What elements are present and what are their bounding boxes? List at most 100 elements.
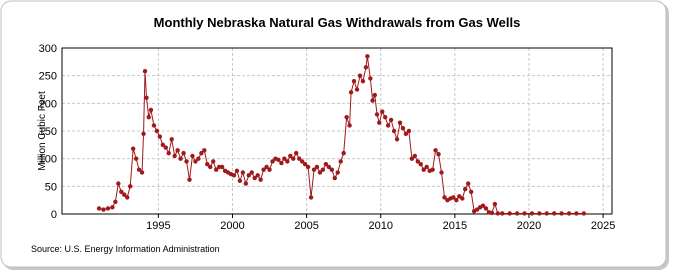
data-point <box>326 164 332 170</box>
data-point <box>544 211 549 216</box>
data-point <box>433 148 438 153</box>
data-point <box>169 137 174 142</box>
data-point <box>406 128 412 134</box>
y-tick-label: 150 <box>39 126 57 138</box>
data-point <box>154 128 160 134</box>
data-point <box>308 195 314 200</box>
data-point <box>249 170 254 175</box>
data-point <box>454 197 459 203</box>
y-tick-label: 250 <box>39 71 57 83</box>
data-point <box>196 156 201 161</box>
data-point <box>403 131 409 136</box>
data-point <box>500 211 505 216</box>
data-point <box>363 65 369 70</box>
data-point <box>522 211 527 216</box>
data-point <box>208 164 213 170</box>
data-point <box>267 167 272 172</box>
data-point <box>246 173 251 178</box>
data-point <box>418 162 423 167</box>
data-point <box>483 206 489 211</box>
frame <box>0 0 667 268</box>
data-point <box>351 79 357 84</box>
data-point <box>391 128 397 134</box>
data-point <box>130 146 136 151</box>
data-point <box>240 170 246 175</box>
data-point <box>344 114 349 120</box>
data-point <box>172 153 177 159</box>
data-point <box>514 211 520 216</box>
data-point <box>122 192 127 197</box>
data-point <box>151 123 157 128</box>
data-point <box>282 156 287 161</box>
data-point <box>323 162 329 167</box>
x-tick-label: 2020 <box>517 220 541 232</box>
data-point <box>105 206 111 211</box>
data-point <box>311 167 317 172</box>
data-point <box>142 69 148 74</box>
data-point <box>394 137 400 142</box>
data-point <box>442 195 447 200</box>
data-point <box>116 181 121 186</box>
data-point <box>338 159 343 164</box>
data-point <box>205 162 210 167</box>
data-point <box>436 152 441 157</box>
data-point <box>255 173 260 178</box>
data-point <box>193 159 198 164</box>
data-point <box>382 114 388 120</box>
data-point <box>299 159 305 164</box>
data-point <box>559 211 564 216</box>
y-tick-label: 100 <box>39 154 57 166</box>
x-tick-label: 1995 <box>146 220 170 232</box>
data-point <box>451 195 456 200</box>
data-point <box>136 167 142 172</box>
y-tick-label: 200 <box>39 98 57 110</box>
data-point <box>219 164 225 170</box>
data-point <box>113 199 118 205</box>
source-note: Source: U.S. Energy Information Administ… <box>31 244 220 254</box>
data-point <box>302 162 308 167</box>
data-point <box>374 112 380 117</box>
data-point <box>175 148 180 153</box>
data-point <box>388 117 394 123</box>
data-point <box>368 76 373 81</box>
data-point <box>332 175 337 181</box>
data-point <box>261 167 266 172</box>
data-point <box>329 167 335 172</box>
data-point <box>415 159 420 164</box>
data-point <box>529 211 535 216</box>
data-point <box>551 211 557 216</box>
data-point <box>421 167 426 172</box>
data-point <box>276 157 281 162</box>
data-point <box>178 156 183 161</box>
data-point <box>566 211 572 216</box>
y-axis-label: Million Cubic Feet <box>37 91 48 171</box>
data-point <box>252 175 257 181</box>
data-point <box>133 156 139 161</box>
data-point <box>141 131 146 136</box>
data-point <box>234 168 240 174</box>
data-point <box>465 181 471 186</box>
y-tick-label: 300 <box>39 43 57 55</box>
data-point <box>237 178 243 183</box>
data-point <box>243 181 249 186</box>
data-point <box>288 153 293 159</box>
y-tick-label: 0 <box>51 209 57 221</box>
data-point <box>294 150 299 156</box>
data-point <box>127 184 133 189</box>
data-point <box>320 167 326 172</box>
data-point <box>291 156 296 161</box>
data-point <box>507 211 512 216</box>
data-point <box>199 150 204 156</box>
data-point <box>157 134 163 139</box>
data-point <box>119 189 124 195</box>
data-point <box>360 79 366 84</box>
data-point <box>202 148 207 153</box>
data-point <box>190 153 195 159</box>
data-point <box>335 170 340 175</box>
data-point <box>231 173 237 178</box>
data-point <box>492 201 498 207</box>
x-tick-label: 2015 <box>443 220 467 232</box>
data-point <box>279 160 284 166</box>
